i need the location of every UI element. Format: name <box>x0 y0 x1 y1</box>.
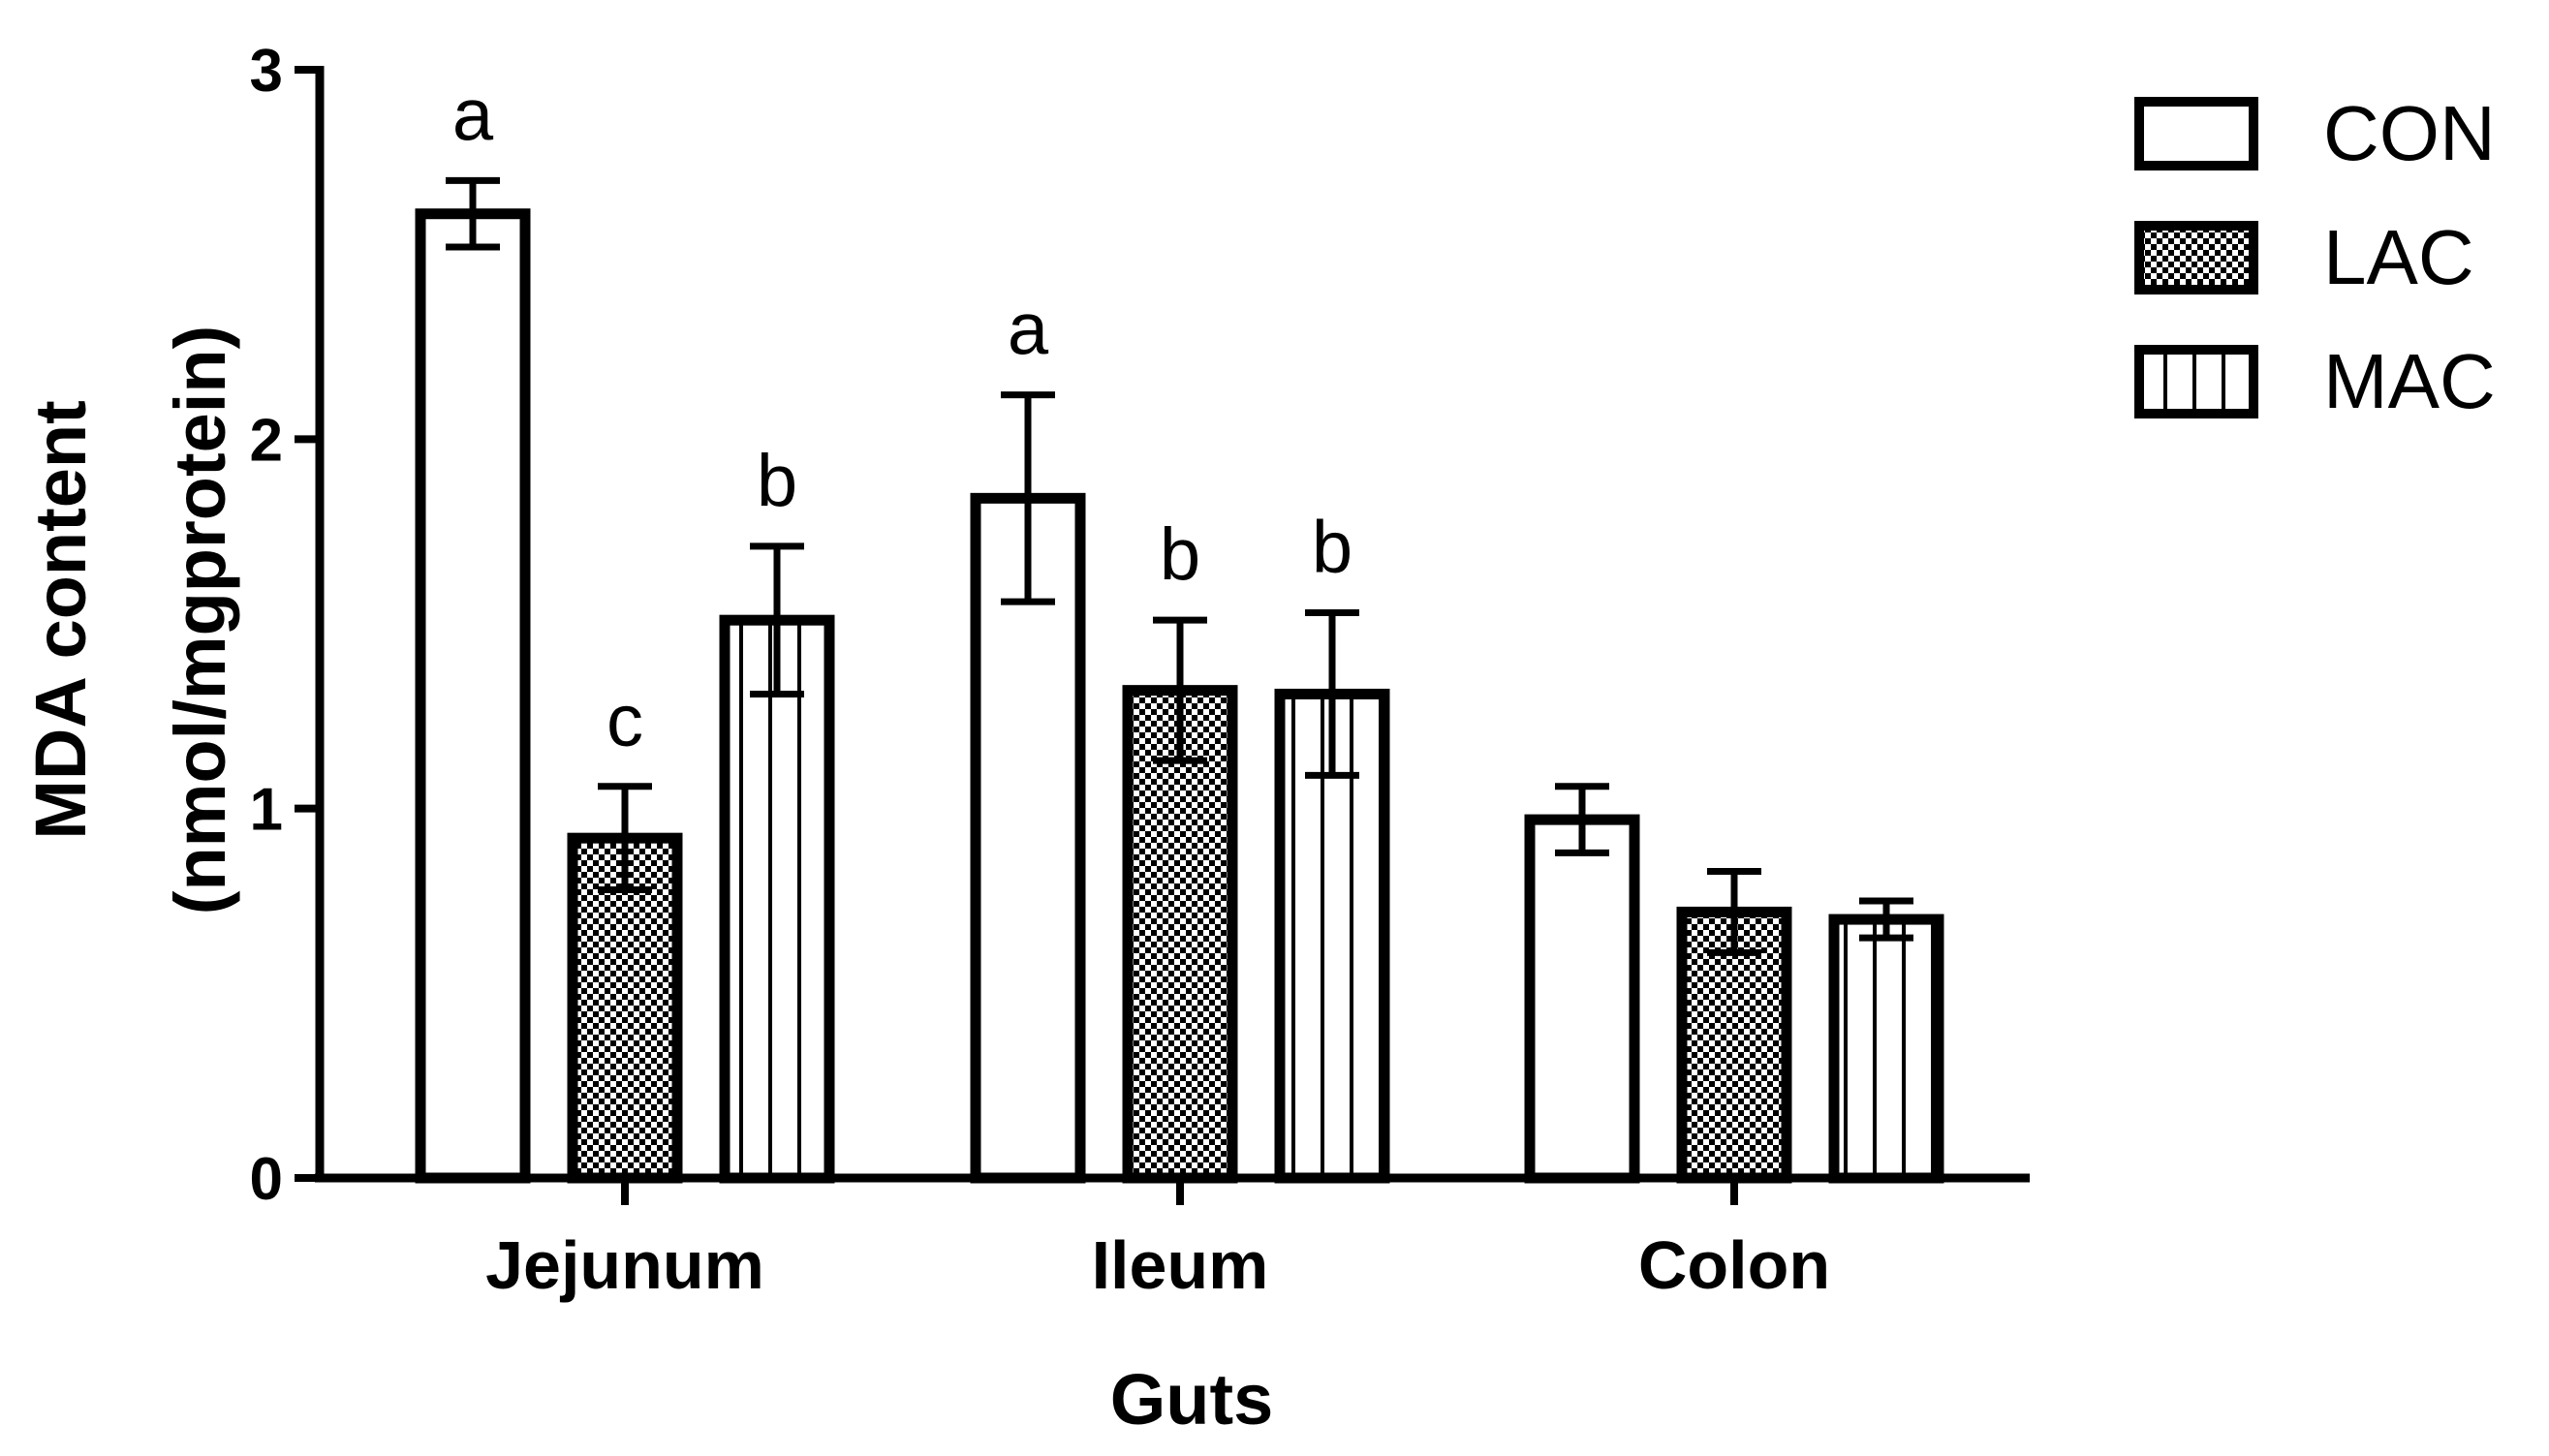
y-ticks: 0 1 2 3 <box>250 38 320 1213</box>
legend: CON LAC MAC <box>2134 90 2496 424</box>
legend-swatch-con <box>2134 97 2258 170</box>
bars: a a c b b b <box>415 74 1944 1184</box>
legend-swatch-lac <box>2134 221 2258 294</box>
y-tick-label: 3 <box>250 38 283 105</box>
bar-con-colon <box>1524 814 1640 1184</box>
significance-label: c <box>606 680 643 762</box>
bar-mac-colon <box>1828 914 1944 1184</box>
significance-label: b <box>757 440 797 522</box>
legend-label-mac: MAC <box>2323 338 2496 424</box>
legend-swatch-mac <box>2134 345 2258 418</box>
bar-con-jejunum <box>415 208 531 1184</box>
significance-label: b <box>1160 513 1200 596</box>
y-tick-label: 1 <box>250 777 283 844</box>
bar-mac-jejunum <box>719 614 835 1184</box>
legend-label-lac: LAC <box>2323 214 2474 300</box>
category-label-ileum: Ileum <box>1092 1227 1269 1303</box>
category-label-colon: Colon <box>1638 1227 1830 1303</box>
y-tick-label: 0 <box>250 1146 283 1213</box>
significance-label: a <box>452 74 494 156</box>
significance-label: a <box>1008 289 1049 371</box>
bar-con-ileum <box>970 492 1086 1184</box>
legend-label-con: CON <box>2323 90 2496 176</box>
category-label-jejunum: Jejunum <box>485 1227 764 1303</box>
y-tick-label: 2 <box>250 407 283 474</box>
x-axis-title: Guts <box>1110 1359 1274 1440</box>
y-axis-title-line2: (nmol/mgprotein) <box>160 325 240 914</box>
y-axis-title-line1: MDA content <box>20 400 101 840</box>
x-ticks: Jejunum Ileum Colon <box>485 1178 1830 1303</box>
significance-label: b <box>1312 507 1352 589</box>
